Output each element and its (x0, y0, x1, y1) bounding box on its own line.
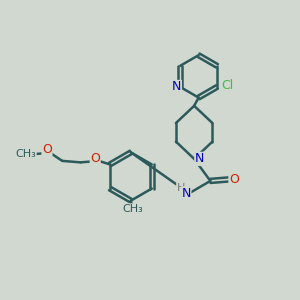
Text: O: O (42, 143, 52, 156)
Text: Cl: Cl (221, 79, 233, 92)
Text: CH₃: CH₃ (15, 148, 36, 158)
Text: N: N (172, 80, 182, 94)
Text: N: N (182, 187, 191, 200)
Text: CH₃: CH₃ (122, 204, 143, 214)
Text: H: H (177, 183, 185, 193)
Text: N: N (195, 152, 204, 165)
Text: O: O (90, 152, 100, 165)
Text: O: O (229, 173, 239, 186)
